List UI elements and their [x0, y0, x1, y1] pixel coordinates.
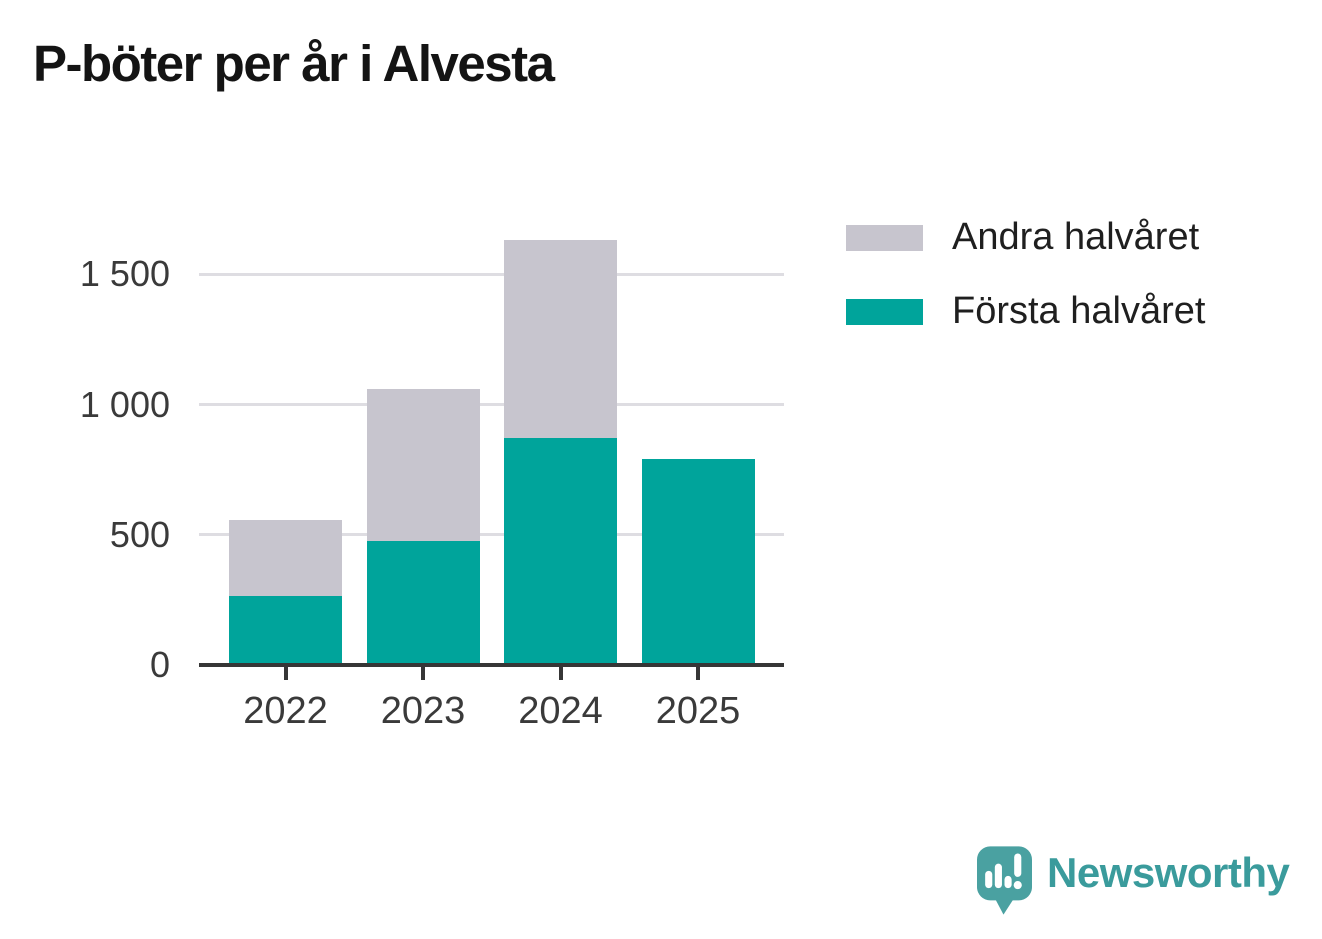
- x-tick: [558, 667, 563, 680]
- bar-segment-2023-första: [366, 541, 480, 665]
- legend-item: Andra halvåret: [846, 216, 1205, 259]
- newsworthy-logo: Newsworthy: [977, 846, 1290, 921]
- x-tick-label: 2022: [243, 690, 328, 732]
- bar-segment-2024-andra: [504, 240, 617, 438]
- newsworthy-logo-text: Newsworthy: [1047, 849, 1290, 896]
- x-tick-label: 2023: [380, 690, 466, 732]
- x-tick: [421, 667, 425, 680]
- y-tick-label: 500: [109, 513, 170, 555]
- x-tick-label: 2025: [655, 690, 741, 732]
- gridline: [199, 533, 784, 537]
- legend-label: Första halvåret: [952, 290, 1206, 332]
- y-tick-label: 1 500: [79, 253, 170, 295]
- bar-segment-2023-andra: [366, 389, 480, 541]
- bar-segment-2024-första: [504, 438, 617, 665]
- legend-item: Första halvåret: [846, 290, 1205, 333]
- x-tick: [283, 667, 288, 680]
- bar-segment-2025-första: [641, 459, 755, 665]
- bar-segment-2022-andra: [229, 520, 342, 596]
- plot-area: [199, 220, 784, 665]
- x-tick: [696, 667, 700, 680]
- x-axis-line: [199, 663, 784, 667]
- chart-title: P-böter per år i Alvesta: [33, 35, 555, 92]
- legend-swatch: [846, 224, 923, 251]
- newsworthy-speech-bubble-bar-chart-icon: [977, 846, 1032, 921]
- y-tick-label: 1 000: [79, 383, 170, 425]
- gridline: [199, 403, 784, 406]
- bar-segment-2022-första: [229, 596, 342, 665]
- gridline: [199, 272, 784, 276]
- y-tick-label: 0: [149, 644, 170, 685]
- x-tick-label: 2024: [518, 690, 603, 732]
- legend-swatch: [846, 298, 923, 325]
- legend-label: Andra halvåret: [952, 216, 1200, 258]
- legend: Andra halvåret Första halvåret: [846, 216, 1205, 364]
